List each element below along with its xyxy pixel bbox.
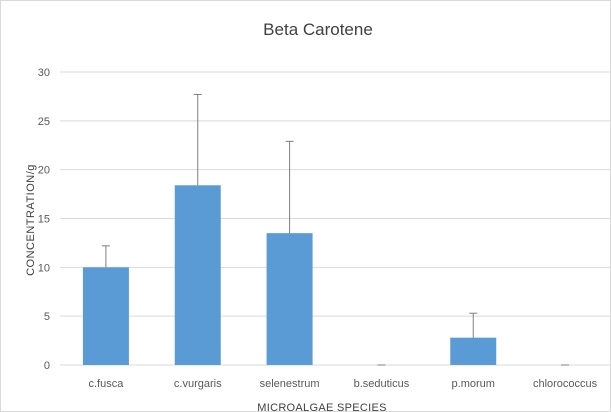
x-tick-label: c.vurgaris [174,378,222,390]
y-tick-label: 5 [44,311,50,323]
bar-c.vurgaris [174,185,221,365]
y-tick-label: 20 [38,165,50,177]
grid-lines [60,71,611,366]
bar-p.morum [450,337,497,365]
x-tick-label: b.seduticus [354,378,410,390]
x-tick-labels: c.fusca c.vurgaris selenestrum b.seduticus p… [88,378,597,390]
bar-c.fusca [82,267,129,365]
y-tick-labels: 0 5 10 15 20 25 30 [38,67,50,372]
y-axis-label: CONCENTRATION/g [25,164,37,276]
y-tick-label: 0 [44,360,50,372]
x-tick-label: p.morum [452,378,495,390]
bar-selenestrum [266,233,313,365]
x-tick-label: chlorococcus [533,378,598,390]
x-tick-label: selenestrum [260,378,320,390]
error-bars [101,93,570,366]
y-tick-label: 15 [38,214,50,226]
x-axis-label: MICROALGAE SPECIES [257,402,387,412]
chart-title: Beta Carotene [263,20,373,39]
y-tick-label: 10 [38,262,50,274]
bars [82,185,497,365]
y-tick-label: 25 [38,116,50,128]
x-tick-label: c.fusca [88,378,124,390]
y-tick-label: 30 [38,67,50,79]
